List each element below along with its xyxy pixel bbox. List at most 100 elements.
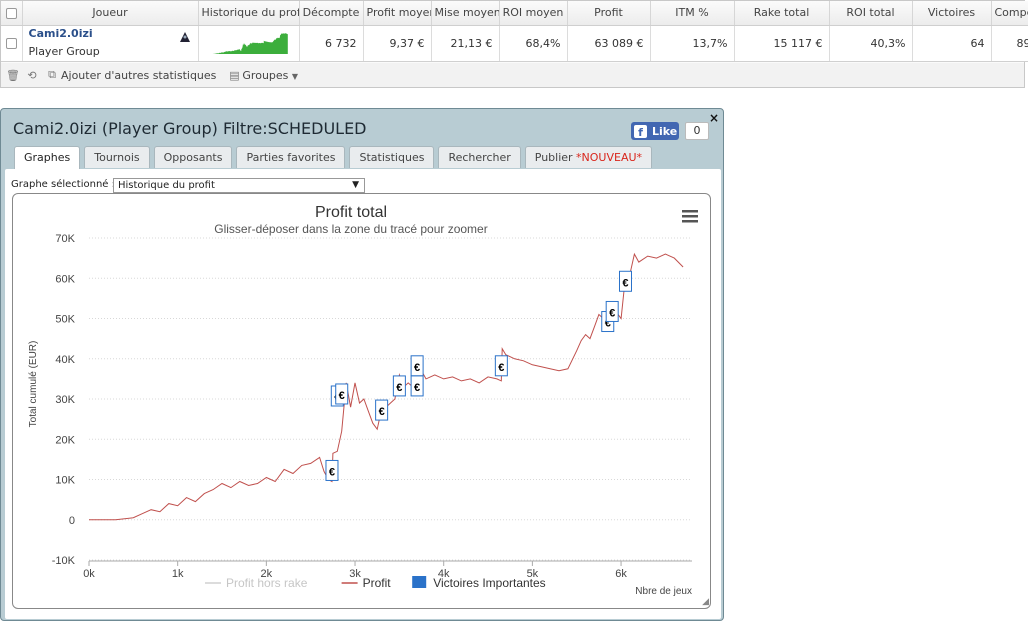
y-tick-label: 20K [55, 434, 75, 446]
roi-total-value: 40,3% [829, 25, 913, 62]
profit-series-line [89, 252, 684, 521]
tab-publier[interactable]: Publier *NOUVEAU* [524, 146, 653, 168]
tab-rechercher[interactable]: Rechercher [438, 146, 521, 168]
profit-sparkline [208, 32, 288, 54]
facebook-icon: f [634, 124, 647, 138]
stats-toolbar: 🗑 ⟲ ⧉ Ajouter d'autres statistiques ▤ Gr… [1, 63, 1024, 87]
groups-label: Groupes [242, 68, 289, 82]
y-axis-title: Total cumulé (EUR) [28, 341, 39, 428]
x-tick-label: 0k [83, 568, 95, 580]
like-count: 0 [685, 122, 709, 140]
new-badge: *NOUVEAU* [576, 151, 643, 164]
victory-marker: € [375, 399, 389, 421]
facebook-like-button[interactable]: f Like [631, 122, 679, 140]
chart-legend: Profit hors rake Profit Victoires Importan… [205, 576, 546, 590]
profit-chart-svg[interactable]: Profit total Glisser-déposer dans la zon… [13, 194, 710, 608]
col-header-roi-moyen[interactable]: ROI moyen [499, 1, 568, 26]
col-header-victoires[interactable]: Victoires [912, 1, 992, 26]
victory-marker-box [325, 459, 339, 481]
victoires-value: 64 [912, 25, 992, 62]
player-cell: Cami2.0izi Player Group [22, 25, 199, 62]
col-header-profit-moyen[interactable]: Profit moyen [363, 1, 432, 26]
victory-marker-box [494, 355, 508, 377]
victory-marker-box [605, 300, 619, 322]
victory-marker-box [392, 375, 406, 397]
tab-graphes[interactable]: Graphes [14, 146, 81, 169]
victory-marker-euro: € [498, 362, 504, 374]
col-header-joueur[interactable]: Joueur [22, 1, 199, 26]
victory-marker-euro: € [396, 382, 402, 394]
col-header-profit[interactable]: Profit [567, 1, 651, 26]
row-checkbox[interactable] [1, 25, 23, 62]
graph-select[interactable]: Historique du profit ▼ [113, 178, 365, 193]
chevron-down-icon: ▼ [352, 180, 359, 190]
x-axis-title: Nbre de jeux [635, 586, 692, 597]
x-tick-label: 3k [349, 568, 361, 580]
victory-marker-euro: € [414, 362, 420, 374]
victory-marker-euro: € [414, 382, 420, 394]
victory-marker-euro: € [379, 406, 385, 418]
poker-site-icon [179, 31, 190, 42]
add-stats-link[interactable]: Ajouter d'autres statistiques [61, 68, 217, 82]
rake-total-value: 15 117 € [734, 25, 830, 62]
stats-header-row: Joueur Historique du prof Décompte Profi… [1, 1, 1028, 26]
trash-icon[interactable]: 🗑 [6, 68, 20, 82]
popup-tabs: Graphes Tournois Opposants Parties favor… [14, 146, 656, 169]
roi-moyen-value: 68,4% [499, 25, 568, 62]
col-header-competitions[interactable]: Compét [991, 1, 1028, 26]
profit-chart[interactable]: Profit total Glisser-déposer dans la zon… [12, 193, 711, 609]
graph-select-label: Graphe sélectionné : [11, 179, 115, 190]
y-tick-label: 10K [55, 475, 75, 487]
stats-panel: Joueur Historique du prof Décompte Profi… [0, 0, 1028, 88]
col-header-rake-total[interactable]: Rake total [734, 1, 830, 26]
col-header-mise-moyenne[interactable]: Mise moyenne [431, 1, 500, 26]
y-tick-label: 70K [55, 233, 75, 245]
victory-marker: € [325, 459, 339, 481]
groups-dropdown[interactable]: Groupes ▼ [242, 69, 298, 82]
y-tick-label: 30K [55, 394, 75, 406]
tab-opposants[interactable]: Opposants [153, 146, 233, 168]
resize-grip-icon[interactable]: ◢ [702, 597, 709, 607]
x-tick-label: 2k [261, 568, 273, 580]
tab-tournois[interactable]: Tournois [84, 146, 150, 168]
victory-marker-box [335, 383, 349, 405]
col-header-decompte[interactable]: Décompte [299, 1, 364, 26]
legend-label: Victoires Importantes [433, 576, 546, 590]
legend-label: Profit hors rake [226, 576, 308, 590]
select-all-checkbox[interactable] [1, 1, 23, 26]
y-tick-label: 40K [55, 354, 75, 366]
like-label: Like [652, 124, 678, 138]
col-header-roi-total[interactable]: ROI total [829, 1, 913, 26]
competitions-value: 89 [991, 25, 1028, 62]
victory-marker-box [375, 399, 389, 421]
refresh-icon[interactable]: ⟲ [27, 68, 37, 82]
tab-statistiques[interactable]: Statistiques [349, 146, 435, 168]
player-group-label: Player Group [28, 44, 100, 58]
victory-marker-box [410, 375, 424, 397]
mise-moyenne-value: 21,13 € [431, 25, 500, 62]
col-header-historique[interactable]: Historique du prof [198, 1, 300, 26]
x-tick-label: 1k [172, 568, 184, 580]
tab-publier-label: Publier [534, 151, 573, 164]
victory-marker-box [618, 270, 632, 292]
player-name-link[interactable]: Cami2.0izi [28, 26, 93, 40]
victory-marker: € [410, 375, 424, 397]
victory-marker: € [494, 355, 508, 377]
legend-label: Profit [363, 576, 392, 590]
victory-marker-euro: € [609, 307, 615, 319]
col-header-itm[interactable]: ITM % [650, 1, 735, 26]
chart-menu-icon[interactable] [682, 210, 698, 223]
tab-parties-favorites[interactable]: Parties favorites [236, 146, 346, 168]
player-popup: Cami2.0izi (Player Group) Filtre:SCHEDUL… [0, 108, 724, 621]
victory-marker: € [410, 355, 424, 377]
chart-subtitle: Glisser-déposer dans la zone du tracé po… [214, 222, 487, 236]
groups-icon: ▤ [229, 68, 240, 82]
x-tick-label: 4k [438, 568, 450, 580]
victory-marker: € [618, 270, 632, 292]
add-stats-icon: ⧉ [48, 68, 56, 81]
chevron-down-icon: ▼ [291, 71, 299, 81]
profit-sparkline-cell [198, 25, 300, 62]
profit-moyen-value: 9,37 € [363, 25, 432, 62]
close-icon[interactable]: × [708, 111, 719, 125]
y-tick-label: 60K [55, 273, 75, 285]
